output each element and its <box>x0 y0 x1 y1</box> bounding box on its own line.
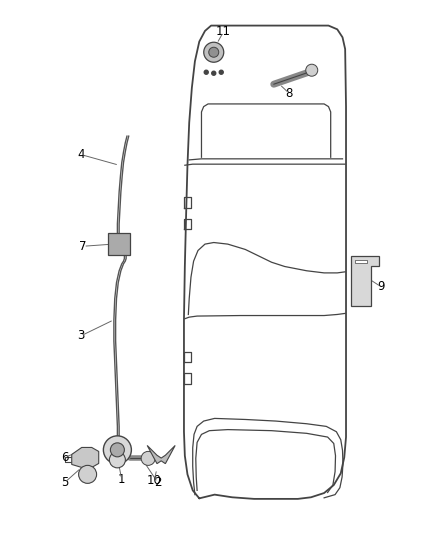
Text: 7: 7 <box>79 240 87 253</box>
Text: 6: 6 <box>61 451 69 464</box>
Polygon shape <box>355 261 367 263</box>
Circle shape <box>204 70 208 74</box>
Text: 11: 11 <box>216 26 231 38</box>
Circle shape <box>141 451 155 465</box>
Circle shape <box>306 64 318 76</box>
Circle shape <box>204 42 224 62</box>
Text: 10: 10 <box>147 474 162 487</box>
Polygon shape <box>351 256 379 306</box>
Text: 1: 1 <box>118 473 126 486</box>
Circle shape <box>212 71 216 75</box>
Circle shape <box>110 452 125 468</box>
Text: 3: 3 <box>78 329 85 342</box>
Text: 8: 8 <box>286 87 293 100</box>
Text: 4: 4 <box>77 148 85 161</box>
Polygon shape <box>72 447 99 467</box>
Circle shape <box>219 70 223 74</box>
Circle shape <box>110 443 124 457</box>
Polygon shape <box>147 446 175 464</box>
Circle shape <box>78 465 97 483</box>
Circle shape <box>209 47 219 57</box>
Circle shape <box>103 436 131 464</box>
FancyBboxPatch shape <box>108 233 130 255</box>
Text: 2: 2 <box>154 476 162 489</box>
Text: 9: 9 <box>377 280 385 293</box>
Text: 5: 5 <box>61 476 68 489</box>
